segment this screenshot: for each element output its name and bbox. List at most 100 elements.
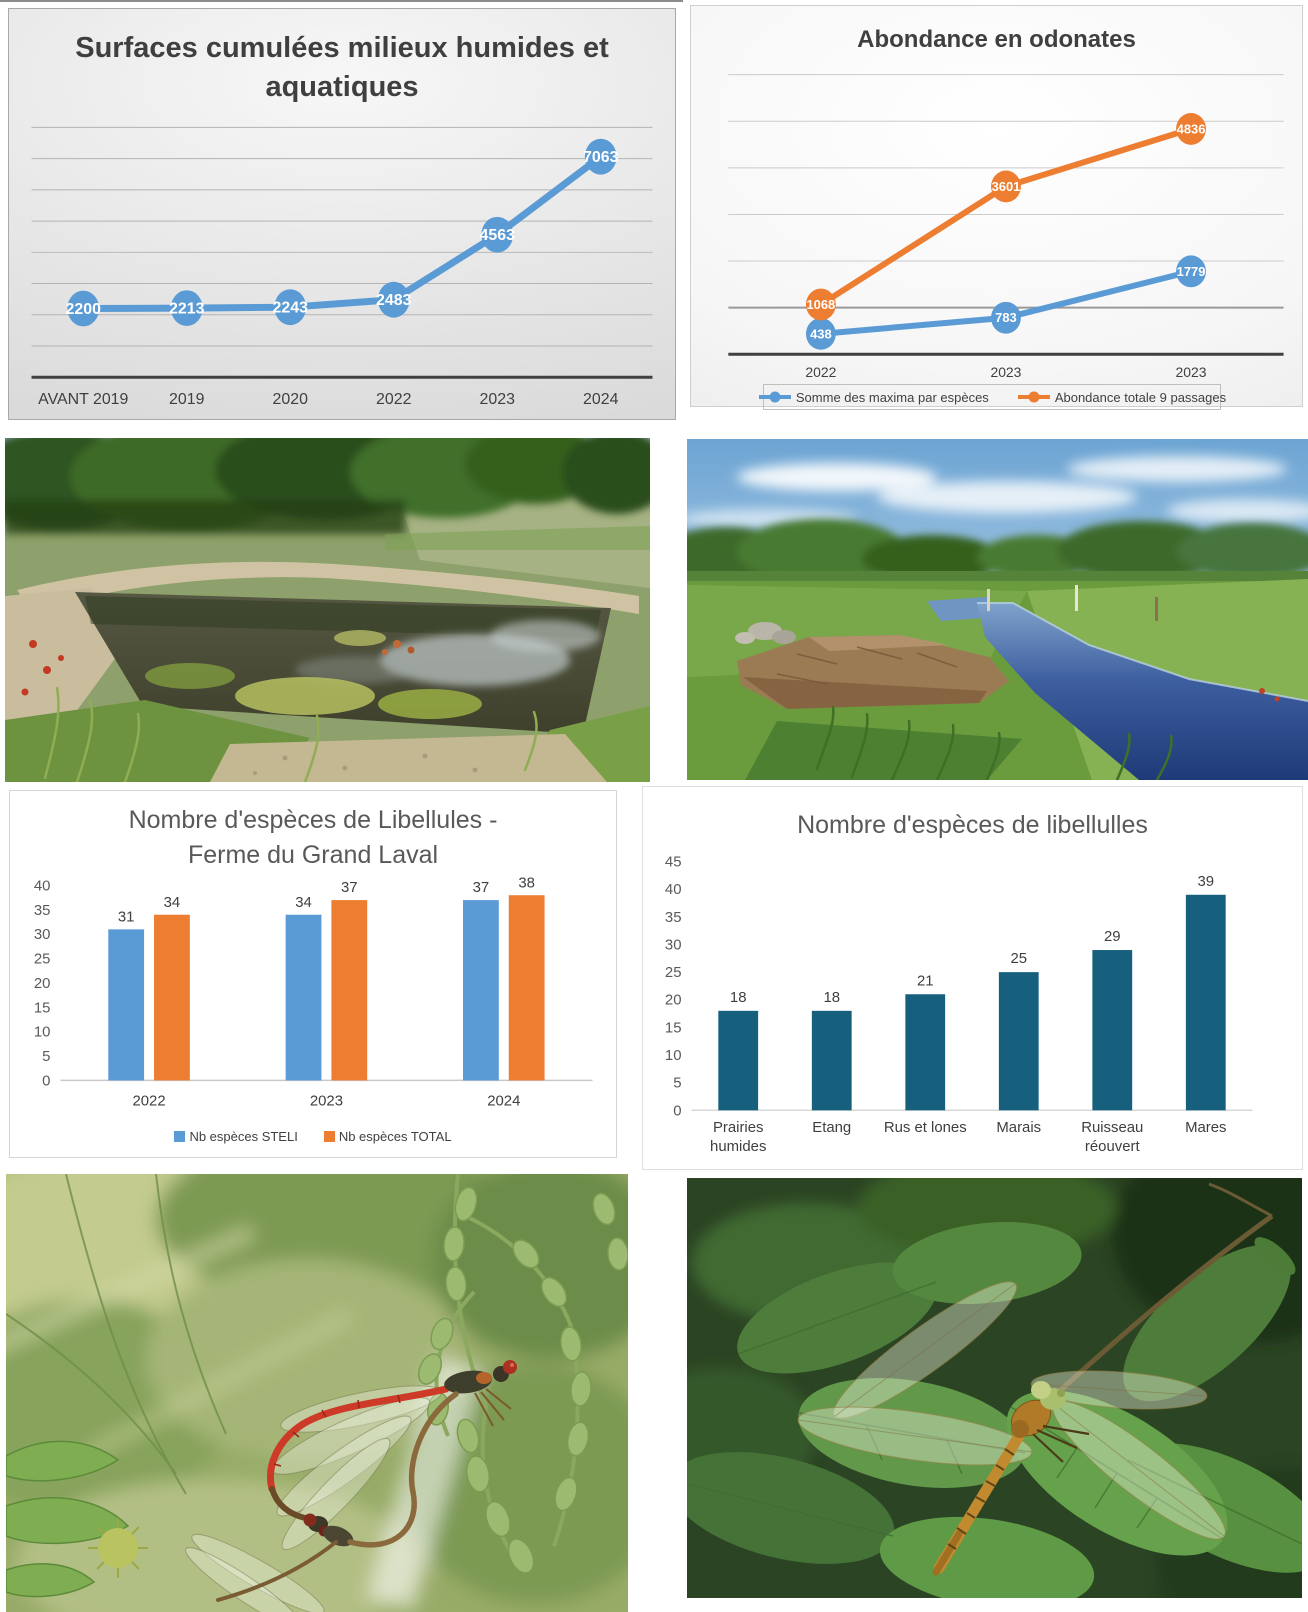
svg-text:4836: 4836 xyxy=(1177,121,1206,136)
svg-text:2022: 2022 xyxy=(132,1093,165,1109)
svg-text:30: 30 xyxy=(34,927,51,943)
svg-text:2213: 2213 xyxy=(169,301,205,318)
line-marker-icon xyxy=(1017,391,1050,403)
square-marker-icon xyxy=(174,1131,186,1142)
svg-text:15: 15 xyxy=(34,1000,51,1016)
svg-text:20: 20 xyxy=(34,976,51,992)
svg-text:25: 25 xyxy=(665,964,682,981)
abondance-legend: Somme des maxima par espèces Abondance t… xyxy=(758,384,1226,410)
svg-text:34: 34 xyxy=(164,895,181,911)
svg-text:783: 783 xyxy=(995,310,1017,325)
svg-text:2023: 2023 xyxy=(990,364,1021,380)
poppy-flowers xyxy=(21,640,64,696)
photo-dragonfly xyxy=(687,1178,1302,1598)
svg-text:37: 37 xyxy=(341,880,358,896)
svg-text:10: 10 xyxy=(665,1047,682,1064)
svg-text:40: 40 xyxy=(34,878,51,894)
legend-item-abondance-totale: Abondance totale 9 passages xyxy=(1017,390,1226,405)
svg-text:2019: 2019 xyxy=(169,391,205,408)
svg-text:3601: 3601 xyxy=(992,179,1021,194)
photo-damselflies xyxy=(6,1174,628,1612)
svg-text:10: 10 xyxy=(34,1025,51,1041)
svg-text:45: 45 xyxy=(665,854,682,871)
svg-text:21: 21 xyxy=(917,972,934,989)
svg-text:38: 38 xyxy=(518,875,535,891)
chart-title-steli: Nombre d'espèces de Libellules - Ferme d… xyxy=(128,806,498,869)
svg-text:Marais: Marais xyxy=(996,1119,1041,1136)
svg-text:39: 39 xyxy=(1197,873,1214,890)
square-marker-icon xyxy=(323,1131,335,1142)
surfaces-line-chart: 2200 AVANT 2019 2213 2019 2243 2020 2483 2022 45… xyxy=(31,126,653,408)
chart-surfaces-panel: 2200 AVANT 2019 2213 2019 2243 2020 2483 2022 45… xyxy=(8,8,676,420)
svg-text:2024: 2024 xyxy=(583,391,619,408)
foreground-leaves xyxy=(6,1440,130,1598)
svg-text:7063: 7063 xyxy=(583,149,619,166)
legend-item-maxima: Somme des maxima par espèces xyxy=(758,390,989,405)
svg-text:4563: 4563 xyxy=(480,227,516,244)
line-marker-icon xyxy=(758,391,791,403)
svg-text:31: 31 xyxy=(118,909,135,925)
chart-milieux-panel: 0 5 10 15 20 25 30 35 40 45 18 Prairies humides 18 Eta… xyxy=(642,786,1303,1170)
chart-title-surfaces: Surfaces cumulées milieux humides et aqu… xyxy=(75,32,609,104)
legend-label: Nb espèces STELI xyxy=(189,1129,298,1144)
svg-text:25: 25 xyxy=(34,952,51,968)
seed-plant xyxy=(417,1174,628,1574)
svg-text:25: 25 xyxy=(1010,950,1027,967)
svg-text:AVANT 2019: AVANT 2019 xyxy=(38,391,128,408)
svg-text:Prairies: Prairies xyxy=(713,1119,764,1136)
svg-text:Etang: Etang xyxy=(812,1119,851,1136)
svg-text:2023: 2023 xyxy=(1176,364,1207,380)
svg-text:5: 5 xyxy=(673,1075,681,1092)
svg-text:2023: 2023 xyxy=(480,391,516,408)
svg-text:35: 35 xyxy=(34,903,51,919)
chart-abondance-panel: 2022 2023 2023 438 783 1779 1068 3601 4836 Abond… xyxy=(690,5,1303,410)
svg-text:20: 20 xyxy=(665,992,682,1009)
damselfly-pair-figure xyxy=(185,1360,517,1612)
svg-text:18: 18 xyxy=(823,989,840,1006)
svg-text:0: 0 xyxy=(673,1102,681,1119)
svg-text:35: 35 xyxy=(665,909,682,926)
svg-text:5: 5 xyxy=(42,1049,50,1065)
svg-text:1068: 1068 xyxy=(807,297,836,312)
svg-text:29: 29 xyxy=(1104,928,1121,945)
svg-text:Mares: Mares xyxy=(1185,1119,1226,1136)
svg-text:2022: 2022 xyxy=(376,391,412,408)
svg-text:2200: 2200 xyxy=(66,301,102,318)
svg-text:37: 37 xyxy=(473,880,490,896)
svg-text:Rus et lones: Rus et lones xyxy=(884,1119,967,1136)
svg-text:2020: 2020 xyxy=(273,391,309,408)
top-edge-line xyxy=(0,0,683,2)
milieux-bar-chart: 0 5 10 15 20 25 30 35 40 45 18 Prairies humides 18 Eta… xyxy=(665,854,1253,1155)
abondance-line-chart: 2022 2023 2023 438 783 1779 1068 3601 4836 xyxy=(728,74,1284,380)
damselfly-wings xyxy=(185,1385,442,1612)
steli-legend: Nb espèces STELI Nb espèces TOTAL xyxy=(10,1129,616,1144)
legend-item-steli: Nb espèces STELI xyxy=(174,1129,298,1144)
svg-text:1779: 1779 xyxy=(1177,264,1206,279)
svg-text:2243: 2243 xyxy=(273,300,309,317)
legend-label: Nb espèces TOTAL xyxy=(338,1129,452,1144)
svg-text:0: 0 xyxy=(42,1073,50,1089)
photo-stream xyxy=(687,439,1308,780)
photo-pond xyxy=(5,438,650,782)
legend-item-total: Nb espèces TOTAL xyxy=(323,1129,452,1144)
steli-bar-chart: 0 5 10 15 20 25 30 35 40 2022 31 34 2023 34 37 2024 37 38 xyxy=(34,875,593,1109)
legend-label: Somme des maxima par espèces xyxy=(795,389,989,405)
svg-text:Ruisseau: Ruisseau xyxy=(1081,1119,1143,1136)
chart-title-milieux: Nombre d'espèces de libellulles xyxy=(797,811,1148,839)
svg-text:18: 18 xyxy=(730,989,747,1006)
svg-text:15: 15 xyxy=(665,1019,682,1036)
svg-text:réouvert: réouvert xyxy=(1085,1138,1141,1155)
chart-title-abondance: Abondance en odonates xyxy=(857,26,1136,53)
svg-text:humides: humides xyxy=(710,1138,766,1155)
svg-text:2023: 2023 xyxy=(310,1093,343,1109)
svg-text:30: 30 xyxy=(665,936,682,953)
chart-steli-panel: 0 5 10 15 20 25 30 35 40 2022 31 34 2023 34 37 2024 37 38… xyxy=(9,790,617,1158)
legend-label: Abondance totale 9 passages xyxy=(1054,389,1227,405)
svg-text:2024: 2024 xyxy=(487,1093,520,1109)
svg-text:438: 438 xyxy=(810,326,832,341)
dragonfly-figure xyxy=(797,1281,1226,1576)
svg-text:34: 34 xyxy=(295,895,312,911)
svg-text:2022: 2022 xyxy=(805,364,836,380)
svg-text:2483: 2483 xyxy=(376,292,412,309)
